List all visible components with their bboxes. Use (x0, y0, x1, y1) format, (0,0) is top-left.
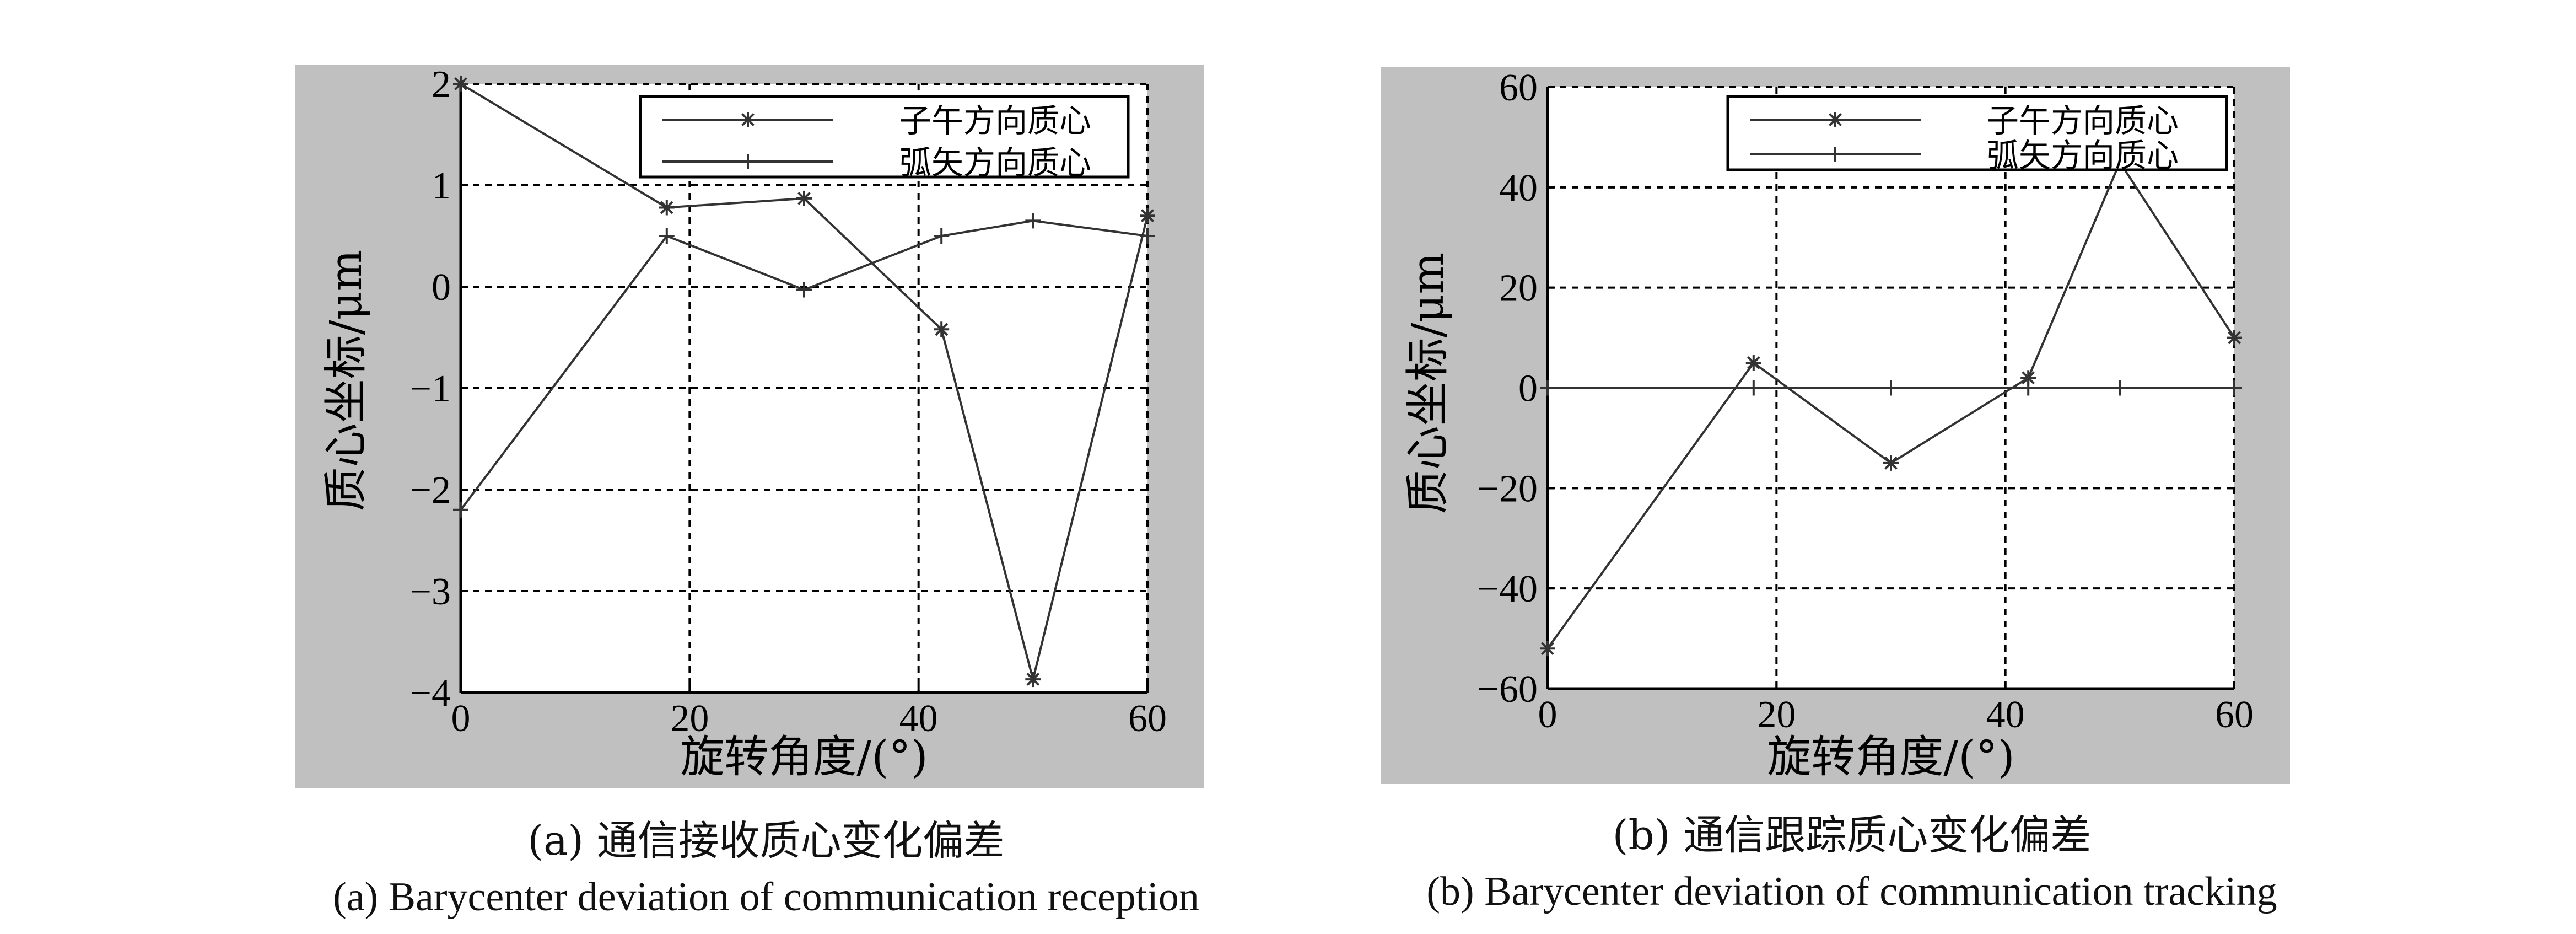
y-tick-label: −2 (410, 469, 451, 512)
marker-stroke (1026, 673, 1040, 686)
y-tick-label: 0 (432, 266, 451, 309)
y-tick-label: −40 (1478, 568, 1538, 610)
data-point (796, 282, 812, 298)
data-point (1745, 380, 1761, 396)
data-point (1745, 355, 1761, 371)
y-tick-label: 2 (432, 63, 451, 106)
data-point (1540, 641, 1555, 657)
y-tick-label: −3 (410, 571, 451, 613)
series-sagittal (453, 213, 1155, 518)
x-tick-label: 20 (670, 697, 709, 740)
data-point (2020, 380, 2036, 396)
caption-b-english: (b) Barycenter deviation of communicatio… (1426, 869, 2277, 914)
y-tick-label: −60 (1478, 668, 1538, 711)
x-tick-label: 0 (451, 697, 471, 740)
marker-stroke (1884, 456, 1898, 470)
data-point (1025, 213, 1041, 229)
y-axis-label: 质心坐标/μm (1402, 253, 1453, 514)
x-tick-label: 40 (899, 697, 938, 740)
y-tick-label: −20 (1478, 468, 1538, 510)
data-point (1025, 672, 1041, 688)
legend-marker (740, 112, 756, 127)
marker-stroke (454, 77, 467, 90)
series-meridional (1540, 154, 2242, 657)
data-point (1140, 208, 1155, 224)
x-tick-label: 60 (1128, 697, 1167, 740)
marker-stroke (2022, 371, 2035, 385)
legend-label: 弧矢方向质心 (1987, 137, 2179, 174)
x-tick-label: 0 (1538, 694, 1558, 736)
data-point (934, 321, 950, 337)
legend-marker (1828, 147, 1843, 162)
caption-a-chinese: (a) 通信接收质心变化偏差 (527, 817, 1005, 865)
x-axis-label: 旋转角度/(°) (680, 731, 928, 782)
marker-stroke (1747, 356, 1760, 369)
data-point (796, 190, 812, 206)
legend-label: 子午方向质心 (899, 102, 1091, 139)
x-axis-label: 旋转角度/(°) (1767, 731, 2014, 782)
legend-label: 弧矢方向质心 (899, 144, 1091, 181)
y-tick-label: 1 (432, 165, 451, 207)
data-point (2227, 330, 2242, 346)
y-tick-label: −1 (410, 368, 451, 410)
marker-stroke (1141, 209, 1154, 223)
x-tick-label: 40 (1986, 694, 2025, 736)
y-tick-label: 0 (1518, 368, 1538, 410)
data-point (934, 228, 950, 244)
marker-stroke (1541, 642, 1554, 656)
chart-b: −60 −40 −20 0 20 40 60 0 20 40 60 旋转角度/(°) 质心坐标/μm 子午… (1381, 67, 2290, 784)
data-point (2227, 380, 2242, 396)
marker-stroke (935, 323, 949, 336)
marker-stroke (741, 113, 755, 126)
marker-stroke (2228, 331, 2241, 345)
y-tick-label: −4 (410, 672, 451, 715)
y-tick-label: 20 (1499, 267, 1538, 310)
data-point (1140, 228, 1155, 244)
x-tick-label: 60 (2215, 694, 2254, 736)
legend-box (1726, 95, 2228, 171)
y-tick-label: 40 (1499, 167, 1538, 210)
data-point (453, 76, 468, 92)
caption-b-chinese: (b) 通信跟踪质心变化偏差 (1612, 812, 2092, 859)
data-point (659, 228, 675, 244)
series-line (460, 219, 1148, 511)
legend-box (639, 95, 1130, 179)
data-point (2112, 380, 2128, 396)
data-point (1883, 380, 1899, 396)
marker-stroke (1829, 113, 1842, 126)
marker-stroke (797, 192, 811, 205)
data-point (659, 200, 675, 216)
legend-marker (1828, 112, 1843, 127)
x-tick-label: 20 (1757, 694, 1796, 736)
data-point (1540, 380, 1555, 396)
data-point (1883, 455, 1899, 471)
series-line (1546, 160, 2235, 649)
caption-a-english: (a) Barycenter deviation of communicatio… (333, 874, 1199, 920)
data-point (2020, 370, 2036, 386)
data-point (453, 502, 468, 518)
legend-marker (740, 154, 756, 169)
series-sagittal (1540, 380, 2242, 396)
y-tick-label: 60 (1499, 67, 1538, 109)
marker-stroke (660, 201, 673, 214)
y-axis-label: 质心坐标/μm (320, 250, 371, 512)
legend-label: 子午方向质心 (1987, 102, 2179, 139)
